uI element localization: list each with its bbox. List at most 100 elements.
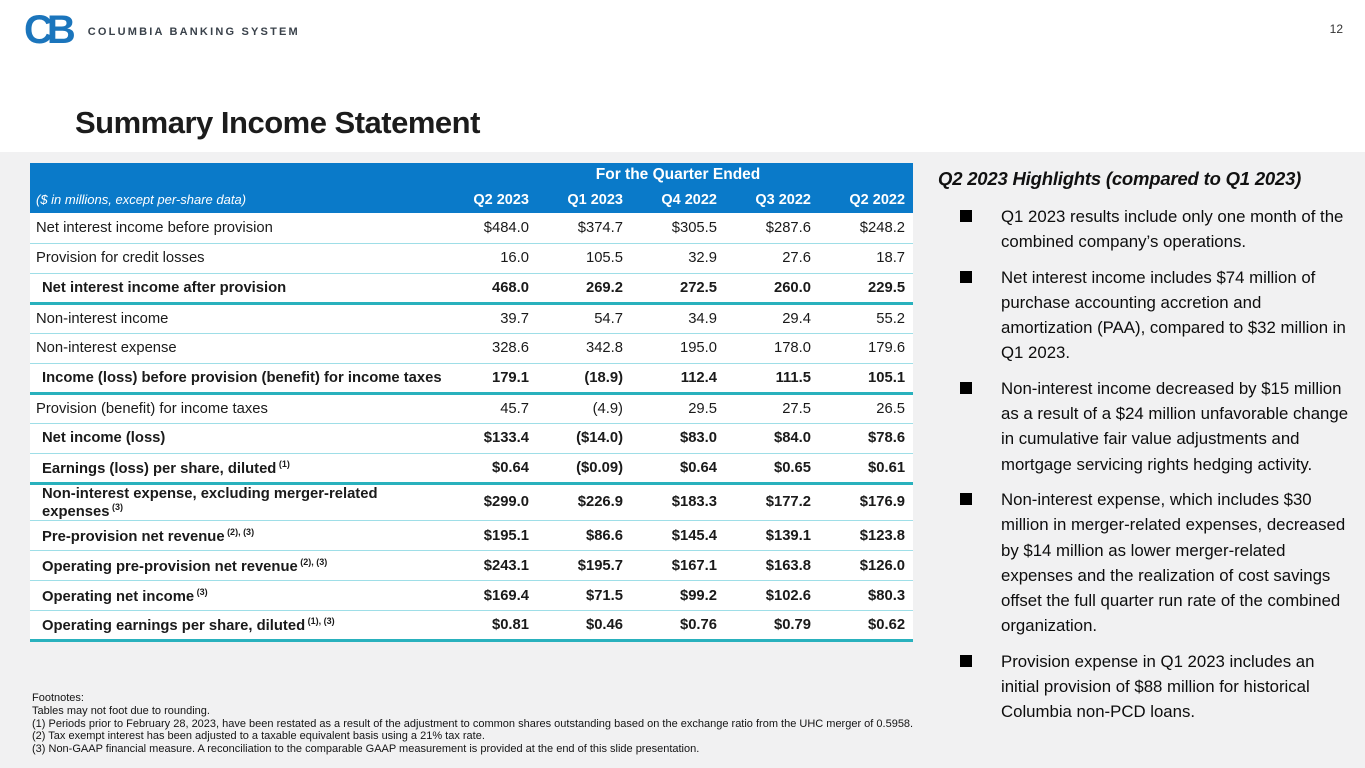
column-header-q1-2023: Q1 2023 bbox=[537, 186, 631, 213]
highlight-bullet: Non-interest income decreased by $15 mil… bbox=[960, 376, 1350, 477]
footnote-ref: (1), (3) bbox=[305, 616, 335, 627]
row-label: Net income (loss) bbox=[30, 423, 443, 454]
table-row: Provision for credit losses 16.0 105.5 32.9… bbox=[30, 243, 914, 274]
bullet-square-icon bbox=[960, 654, 972, 667]
cell-value: $133.4 bbox=[443, 423, 537, 454]
footnote-ref: (2), (3) bbox=[224, 526, 255, 537]
cell-value: 55.2 bbox=[819, 303, 914, 334]
cell-value: 342.8 bbox=[537, 333, 631, 364]
cell-value: 27.5 bbox=[725, 393, 819, 424]
cell-value: $0.46 bbox=[537, 610, 631, 643]
highlight-bullet: Q1 2023 results include only one month o… bbox=[960, 204, 1350, 255]
footnote-lines: Tables may not foot due to rounding. (1) … bbox=[32, 705, 913, 756]
page-number: 12 bbox=[1329, 22, 1343, 36]
footnotes-heading: Footnotes: bbox=[32, 692, 84, 704]
cell-value: 105.5 bbox=[537, 243, 631, 274]
cell-value: $126.0 bbox=[819, 550, 914, 582]
cell-value: 195.0 bbox=[631, 333, 725, 364]
cell-value: $99.2 bbox=[631, 580, 725, 612]
income-statement-table: For the Quarter Ended ($ in millions, ex… bbox=[30, 163, 914, 643]
table-row: Pre-provision net revenue (2), (3) $195.1… bbox=[30, 520, 914, 552]
brand-name: COLUMBIA BANKING SYSTEM bbox=[87, 26, 300, 38]
row-label: Income (loss) before provision (benefit)… bbox=[30, 363, 443, 395]
row-label: Operating earnings per share, diluted (1… bbox=[30, 610, 443, 643]
cell-value: $139.1 bbox=[725, 520, 819, 552]
cell-value: $71.5 bbox=[537, 580, 631, 612]
footnote-line: (3) Non-GAAP financial measure. A reconc… bbox=[32, 743, 700, 756]
column-header-q2-2023: Q2 2023 bbox=[443, 186, 537, 213]
cell-value: 179.6 bbox=[819, 333, 914, 364]
highlight-bullet: Net interest income includes $74 million… bbox=[960, 265, 1350, 366]
table-row: Non-interest expense, excluding merger-r… bbox=[30, 483, 914, 522]
units-note: ($ in millions, except per-share data) bbox=[30, 186, 443, 213]
cell-value: 179.1 bbox=[443, 363, 537, 395]
cell-value: 34.9 bbox=[631, 303, 725, 334]
cell-value: 26.5 bbox=[819, 393, 914, 424]
cell-value: 468.0 bbox=[443, 273, 537, 305]
cell-value: 105.1 bbox=[819, 363, 914, 395]
cell-value: $195.7 bbox=[537, 550, 631, 582]
cell-value: ($14.0) bbox=[537, 423, 631, 454]
cell-value: $80.3 bbox=[819, 580, 914, 612]
page-title: Summary Income Statement bbox=[75, 104, 480, 140]
cell-value: $0.65 bbox=[725, 453, 819, 485]
cell-value: $484.0 bbox=[443, 213, 537, 244]
footnotes: Footnotes: Tables may not foot due to ro… bbox=[32, 692, 913, 756]
cell-value: 16.0 bbox=[443, 243, 537, 274]
column-header-q3-2022: Q3 2022 bbox=[725, 186, 819, 213]
bullet-square-icon bbox=[960, 210, 972, 222]
cell-value: (18.9) bbox=[537, 363, 631, 395]
row-label: Net interest income before provision bbox=[30, 213, 443, 244]
row-label: Operating pre-provision net revenue (2),… bbox=[30, 550, 443, 582]
cell-value: 54.7 bbox=[537, 303, 631, 334]
row-label: Operating net income (3) bbox=[30, 580, 443, 612]
cell-value: $0.79 bbox=[725, 610, 819, 643]
header-spacer bbox=[30, 163, 443, 186]
column-header-q2-2022: Q2 2022 bbox=[819, 186, 914, 213]
column-header-q4-2022: Q4 2022 bbox=[631, 186, 725, 213]
cell-value: 229.5 bbox=[819, 273, 914, 305]
bullet-square-icon bbox=[960, 492, 972, 505]
cell-value: $0.64 bbox=[443, 453, 537, 485]
cell-value: $123.8 bbox=[819, 520, 914, 552]
cell-value: 39.7 bbox=[443, 303, 537, 334]
bullet-square-icon bbox=[960, 381, 972, 394]
highlight-bullet: Provision expense in Q1 2023 includes an… bbox=[960, 649, 1350, 725]
table-row: Earnings (loss) per share, diluted (1) $0… bbox=[30, 453, 914, 485]
footnote-ref: (3) bbox=[194, 586, 208, 597]
highlight-bullet: Non-interest expense, which includes $30… bbox=[960, 487, 1350, 639]
cell-value: 112.4 bbox=[631, 363, 725, 395]
cell-value: $176.9 bbox=[819, 483, 914, 522]
row-label: Provision (benefit) for income taxes bbox=[30, 393, 443, 424]
income-table-body: Net interest income before provision $484… bbox=[30, 213, 914, 643]
table-row: Net income (loss) $133.4 ($14.0) $83.0 $84.0… bbox=[30, 423, 914, 454]
columbia-banking-logo-icon: CB bbox=[24, 8, 76, 52]
highlights-list: Q1 2023 results include only one month o… bbox=[938, 204, 1350, 725]
cell-value: ($0.09) bbox=[537, 453, 631, 485]
row-label: Provision for credit losses bbox=[30, 243, 443, 274]
row-label: Net interest income after provision bbox=[30, 273, 443, 305]
cell-value: $287.6 bbox=[725, 213, 819, 244]
cell-value: $163.8 bbox=[725, 550, 819, 582]
table-row: Non-interest income 39.7 54.7 34.9 29.4 55.2 bbox=[30, 303, 914, 334]
quarter-span-header: For the Quarter Ended bbox=[443, 163, 914, 186]
table-row: Operating pre-provision net revenue (2),… bbox=[30, 550, 914, 582]
highlights-heading: Q2 2023 Highlights (compared to Q1 2023) bbox=[938, 168, 1302, 189]
row-label: Pre-provision net revenue (2), (3) bbox=[30, 520, 443, 552]
cell-value: 27.6 bbox=[725, 243, 819, 274]
span-header-row: For the Quarter Ended bbox=[30, 163, 914, 186]
cell-value: $195.1 bbox=[443, 520, 537, 552]
cell-value: $0.61 bbox=[819, 453, 914, 485]
cell-value: $177.2 bbox=[725, 483, 819, 522]
cell-value: $83.0 bbox=[631, 423, 725, 454]
cell-value: 29.5 bbox=[631, 393, 725, 424]
cell-value: $0.81 bbox=[443, 610, 537, 643]
cell-value: $78.6 bbox=[819, 423, 914, 454]
cell-value: $248.2 bbox=[819, 213, 914, 244]
row-label: Non-interest expense, excluding merger-r… bbox=[30, 483, 443, 522]
table-row: Operating earnings per share, diluted (1… bbox=[30, 610, 914, 643]
cell-value: $299.0 bbox=[443, 483, 537, 522]
footnote-line: (1) Periods prior to February 28, 2023, … bbox=[32, 717, 914, 730]
table-row: Non-interest expense 328.6 342.8 195.0 178.0… bbox=[30, 333, 914, 364]
table-row: Income (loss) before provision (benefit)… bbox=[30, 363, 914, 395]
